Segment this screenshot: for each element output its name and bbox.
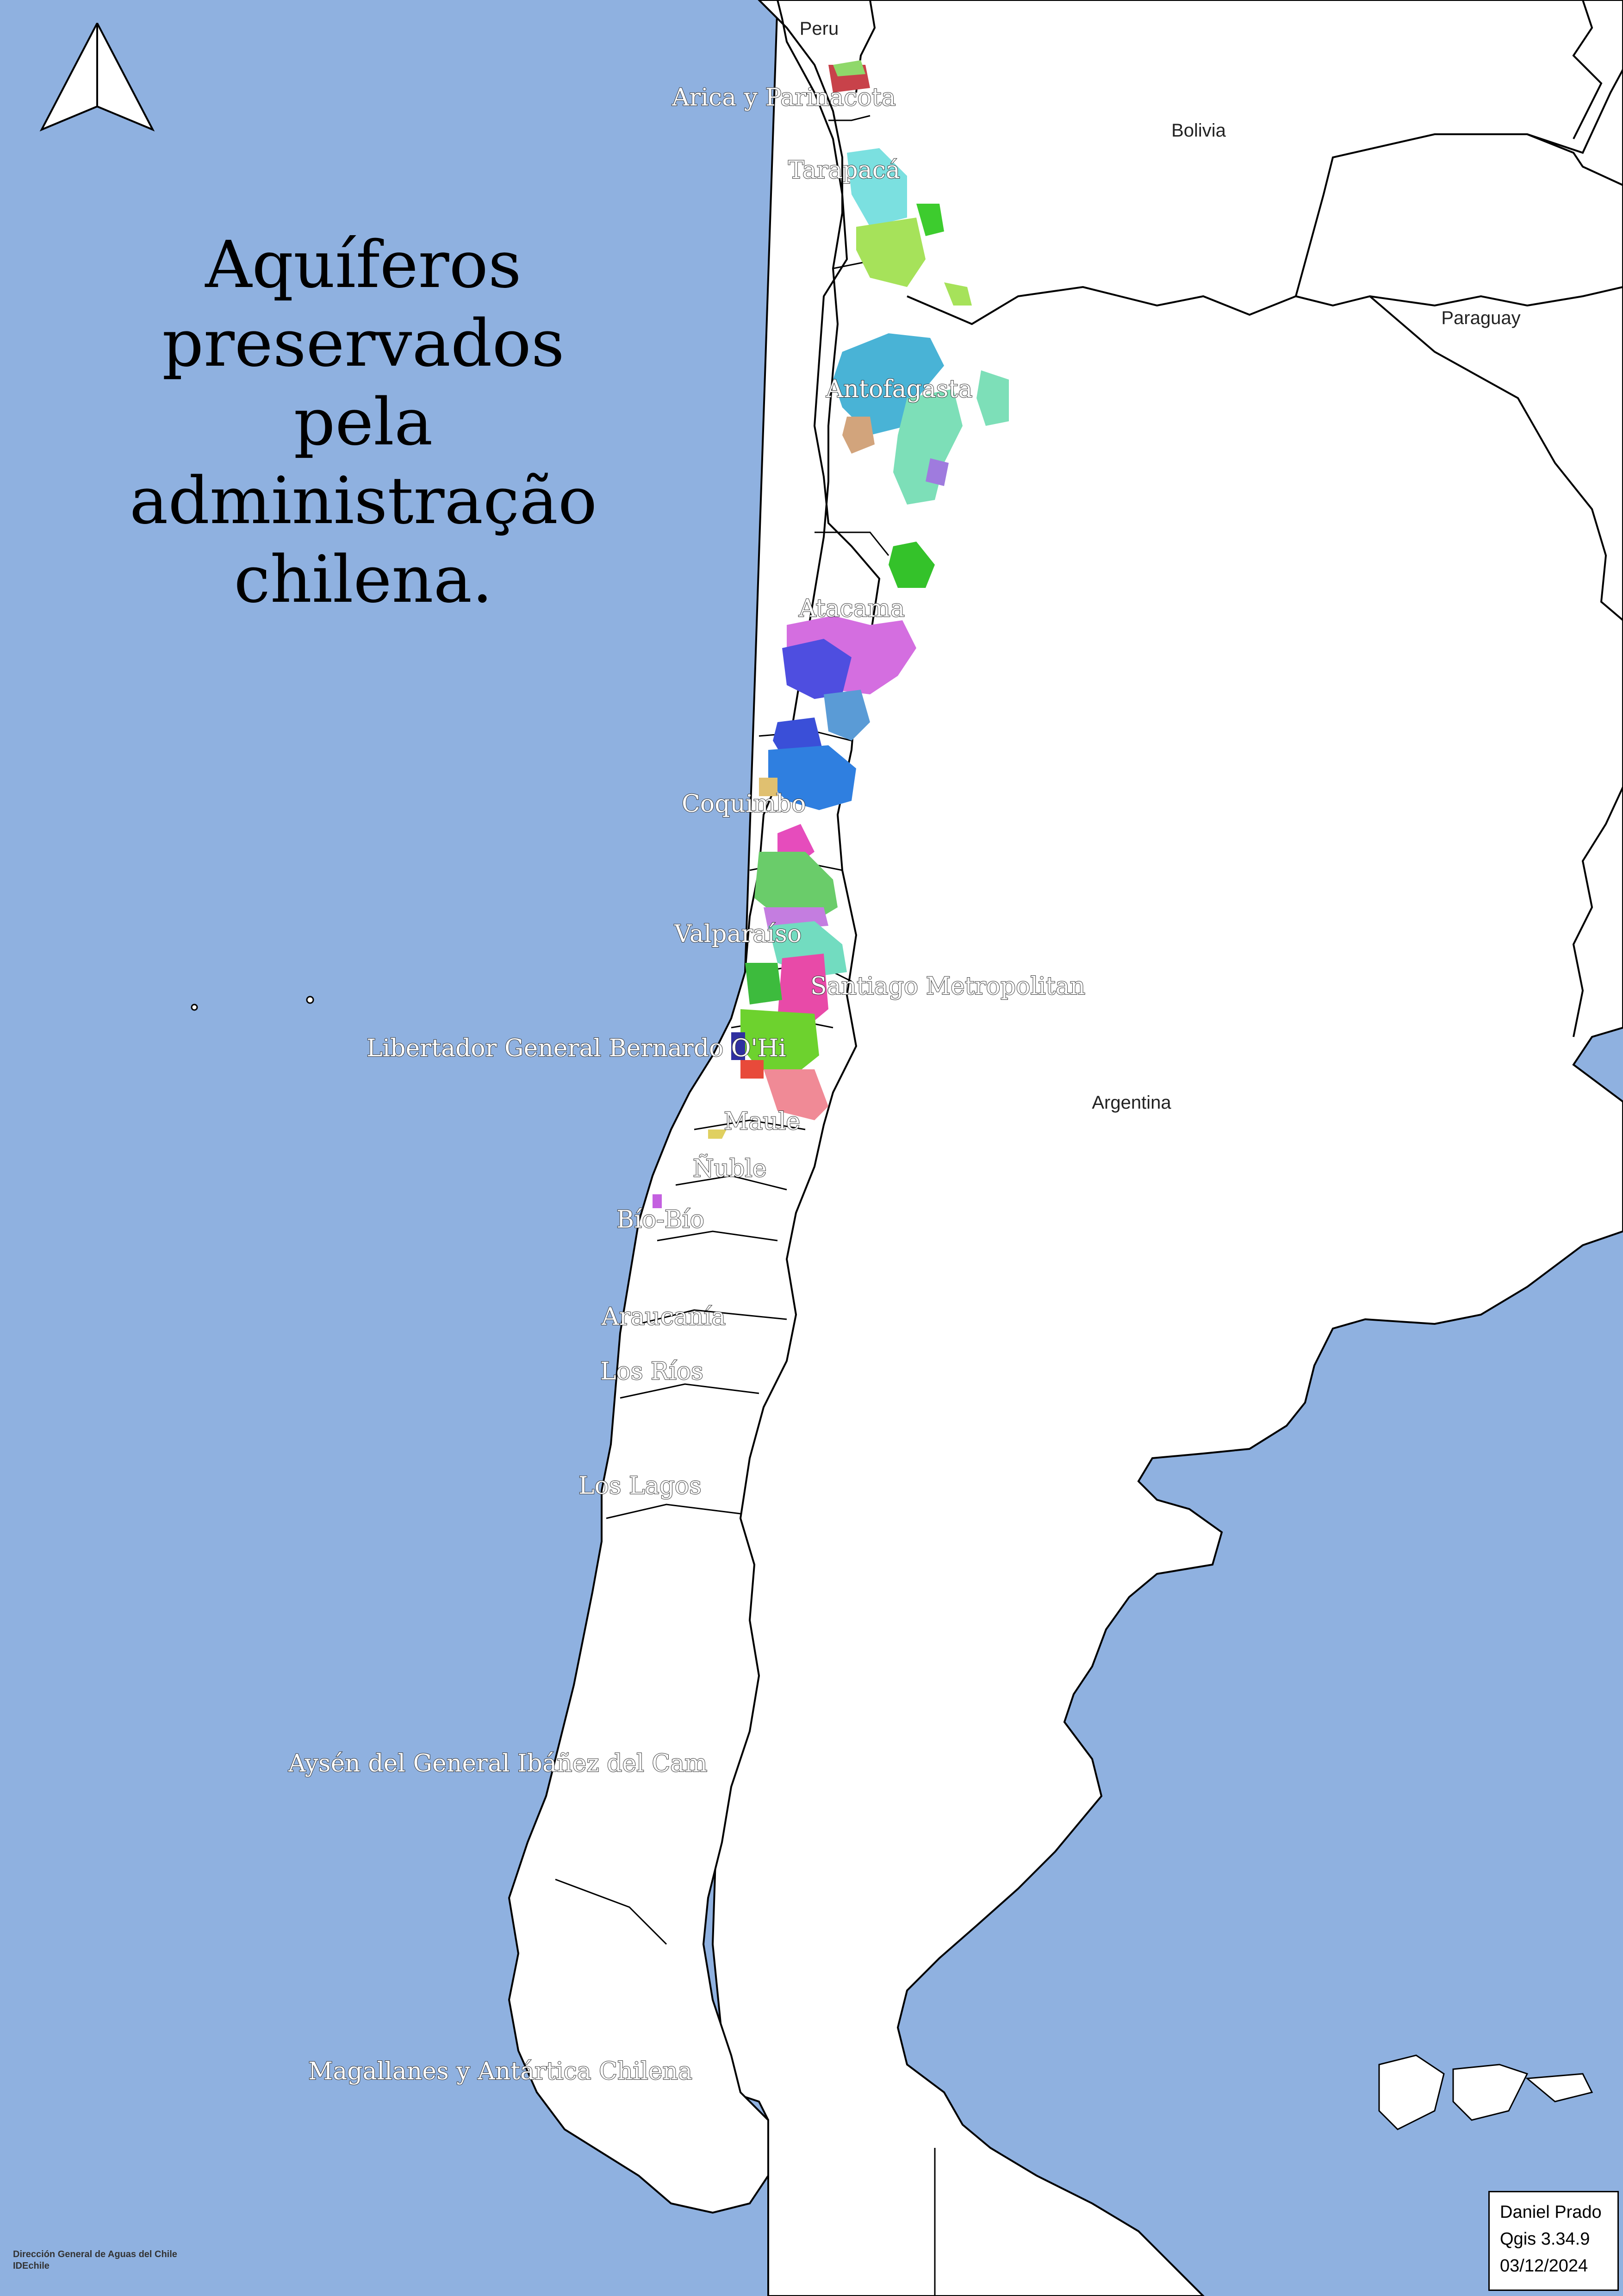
region-label: Arica y Parinacota [672, 84, 896, 112]
country-label-paraguay: Paraguay [1441, 308, 1520, 328]
country-label-peru: Peru [800, 19, 839, 39]
region-label: Valparaíso [674, 920, 802, 948]
region-label: Magallanes y Antártica Chilena [308, 2058, 692, 2085]
title-line: preservados [162, 306, 564, 381]
aquifer-polygons [653, 60, 1009, 1208]
falkland-islands [1378, 2054, 1593, 2130]
credit-author: Daniel Prado [1500, 2202, 1602, 2222]
country-label-bolivia: Bolivia [1171, 120, 1226, 141]
region-label: Santiago Metropolitan [810, 973, 1085, 1000]
border-bolivia-brazil [1572, 0, 1603, 139]
source-line: IDEchile [13, 2261, 50, 2271]
source-line: Dirección General de Aguas del Chile [13, 2249, 177, 2259]
region-label: Los Lagos [578, 1472, 702, 1500]
region-label: Maule [724, 1108, 800, 1136]
country-labels: Peru Bolivia Paraguay Argentina [800, 19, 1521, 1113]
region-label: Atacama [798, 595, 905, 623]
title-line: pela [294, 385, 433, 460]
map-title: Aquíferos preservados pela administração… [130, 227, 597, 618]
credit-date: 03/12/2024 [1500, 2256, 1588, 2276]
border-bolivia-paraguay [1295, 69, 1623, 297]
data-source-note: Dirección General de Aguas del Chile IDE… [13, 2249, 177, 2272]
title-line: chilena. [234, 542, 492, 618]
credits-box: Daniel Prado Qgis 3.34.9 03/12/2024 [1488, 2191, 1619, 2291]
region-label: Araucanía [601, 1303, 726, 1331]
land-mass-east [711, 0, 1623, 2296]
title-line: Aquíferos [205, 227, 521, 303]
region-label: Tarapacá [788, 156, 900, 184]
region-label: Aysén del General Ibáñez del Cam [288, 1750, 707, 1778]
region-label: Bío-Bío [616, 1206, 704, 1234]
region-label: Coquimbo [682, 790, 806, 818]
credit-software: Qgis 3.34.9 [1500, 2229, 1590, 2249]
border-paraguay-argentina [1369, 295, 1623, 621]
region-labels: Arica y Parinacota Tarapacá Antofagasta … [287, 83, 1086, 2086]
border-argentina-brazil [1572, 786, 1623, 1037]
small-islands [191, 996, 314, 1011]
region-label: Los Ríos [600, 1358, 703, 1385]
region-label: Antofagasta [826, 375, 972, 403]
north-arrow-icon [39, 23, 155, 131]
region-label: Ñuble [693, 1154, 767, 1183]
border-paraguay-brazil [1527, 133, 1623, 186]
region-label: Libertador General Bernardo O'Hi [367, 1035, 786, 1062]
country-label-argentina: Argentina [1092, 1092, 1171, 1113]
title-line: administração [130, 463, 597, 539]
